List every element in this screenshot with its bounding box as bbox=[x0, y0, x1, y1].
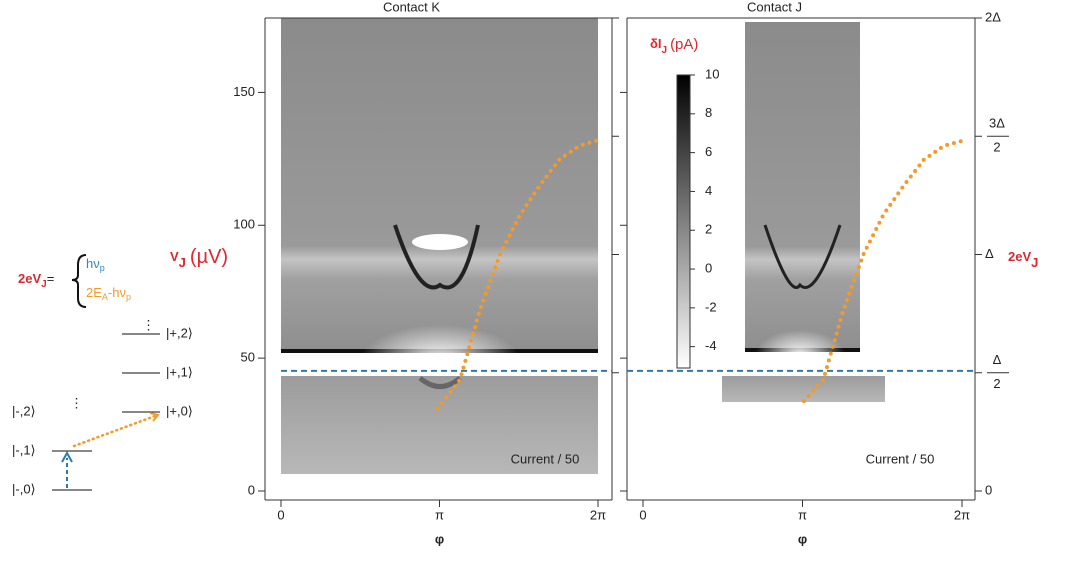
x-tick-label: 0 bbox=[639, 507, 646, 522]
colorbar-tick-label: 6 bbox=[705, 144, 712, 159]
colorbar-tick-label: 8 bbox=[705, 105, 712, 120]
y2-tick-label: Δ bbox=[993, 352, 1002, 367]
level-label: |-,0⟩ bbox=[12, 481, 36, 496]
text-part: p bbox=[100, 263, 105, 273]
level-label: |-,1⟩ bbox=[12, 442, 36, 457]
y2-tick-label: Δ bbox=[985, 246, 994, 261]
y-tick-label: 100 bbox=[233, 217, 255, 232]
y-tick-label: 0 bbox=[248, 482, 255, 497]
text-part: (pA) bbox=[670, 36, 698, 53]
x-axis-label: φ bbox=[435, 531, 444, 546]
colorbar-tick-label: 4 bbox=[705, 183, 712, 198]
level-label: |-,2⟩ bbox=[12, 403, 36, 418]
y-axis-label: VJ (µV) bbox=[170, 246, 228, 270]
panel-title: Contact K bbox=[383, 0, 440, 14]
colorbar-tick-label: 10 bbox=[705, 66, 719, 81]
ellipsis: ⋮ bbox=[142, 317, 155, 332]
y2-tick-label: 2 bbox=[993, 140, 1000, 155]
level-label: |+,1⟩ bbox=[166, 364, 193, 379]
x-tick-label: π bbox=[798, 507, 807, 522]
colorbar bbox=[676, 74, 691, 369]
y2-tick-label: 2Δ bbox=[985, 9, 1001, 24]
colorbar-tick-label: -2 bbox=[705, 299, 717, 314]
text-part: -hν bbox=[108, 285, 126, 300]
heatmap-k bbox=[281, 18, 598, 474]
text-part: A bbox=[102, 292, 108, 302]
x-axis-label: φ bbox=[798, 531, 807, 546]
x-tick-label: 2π bbox=[590, 507, 606, 522]
x-tick-label: 0 bbox=[277, 507, 284, 522]
colorbar-tick-label: 0 bbox=[705, 260, 712, 275]
y2-tick-label: 0 bbox=[985, 482, 992, 497]
level-label: |+,2⟩ bbox=[166, 325, 193, 340]
text-part: = bbox=[47, 271, 55, 286]
text-part: V bbox=[170, 249, 179, 264]
heatmap-j bbox=[676, 22, 885, 402]
y-axis-label: 2eVJ bbox=[1008, 249, 1038, 270]
text-part: J bbox=[1031, 255, 1038, 270]
text-part: J bbox=[662, 45, 668, 56]
colorbar-tick-label: -4 bbox=[705, 338, 717, 353]
y2-tick-label: 2 bbox=[993, 376, 1000, 391]
ellipsis: ⋮ bbox=[70, 395, 83, 410]
equation-term: 2EA-hνp bbox=[86, 285, 131, 302]
y-tick-label: 150 bbox=[233, 84, 255, 99]
text-part: 2eV bbox=[18, 271, 41, 286]
annotation: Current / 50 bbox=[511, 451, 580, 466]
text-part: (µV) bbox=[190, 246, 228, 268]
annotation: Current / 50 bbox=[866, 451, 935, 466]
level-label: |+,0⟩ bbox=[166, 403, 193, 418]
colorbar-label: δIJ (pA) bbox=[650, 36, 698, 56]
text-part: 2E bbox=[86, 285, 102, 300]
level-diagram bbox=[52, 254, 160, 491]
equation-term: hνp bbox=[86, 256, 105, 273]
text-part: J bbox=[41, 279, 47, 290]
text-part: 2eV bbox=[1008, 249, 1031, 264]
colorbar-tick-label: 2 bbox=[705, 222, 712, 237]
text-part: hν bbox=[86, 256, 100, 271]
y2-tick-label: 3Δ bbox=[989, 116, 1005, 131]
text-part: J bbox=[179, 255, 186, 270]
x-tick-label: 2π bbox=[954, 507, 970, 522]
equation-lhs: 2eVJ= bbox=[18, 271, 54, 289]
text-part: δI bbox=[650, 36, 662, 51]
x-tick-label: π bbox=[435, 507, 444, 522]
y-tick-label: 50 bbox=[241, 350, 255, 365]
text-part: p bbox=[126, 292, 131, 302]
panel-title: Contact J bbox=[747, 0, 802, 14]
